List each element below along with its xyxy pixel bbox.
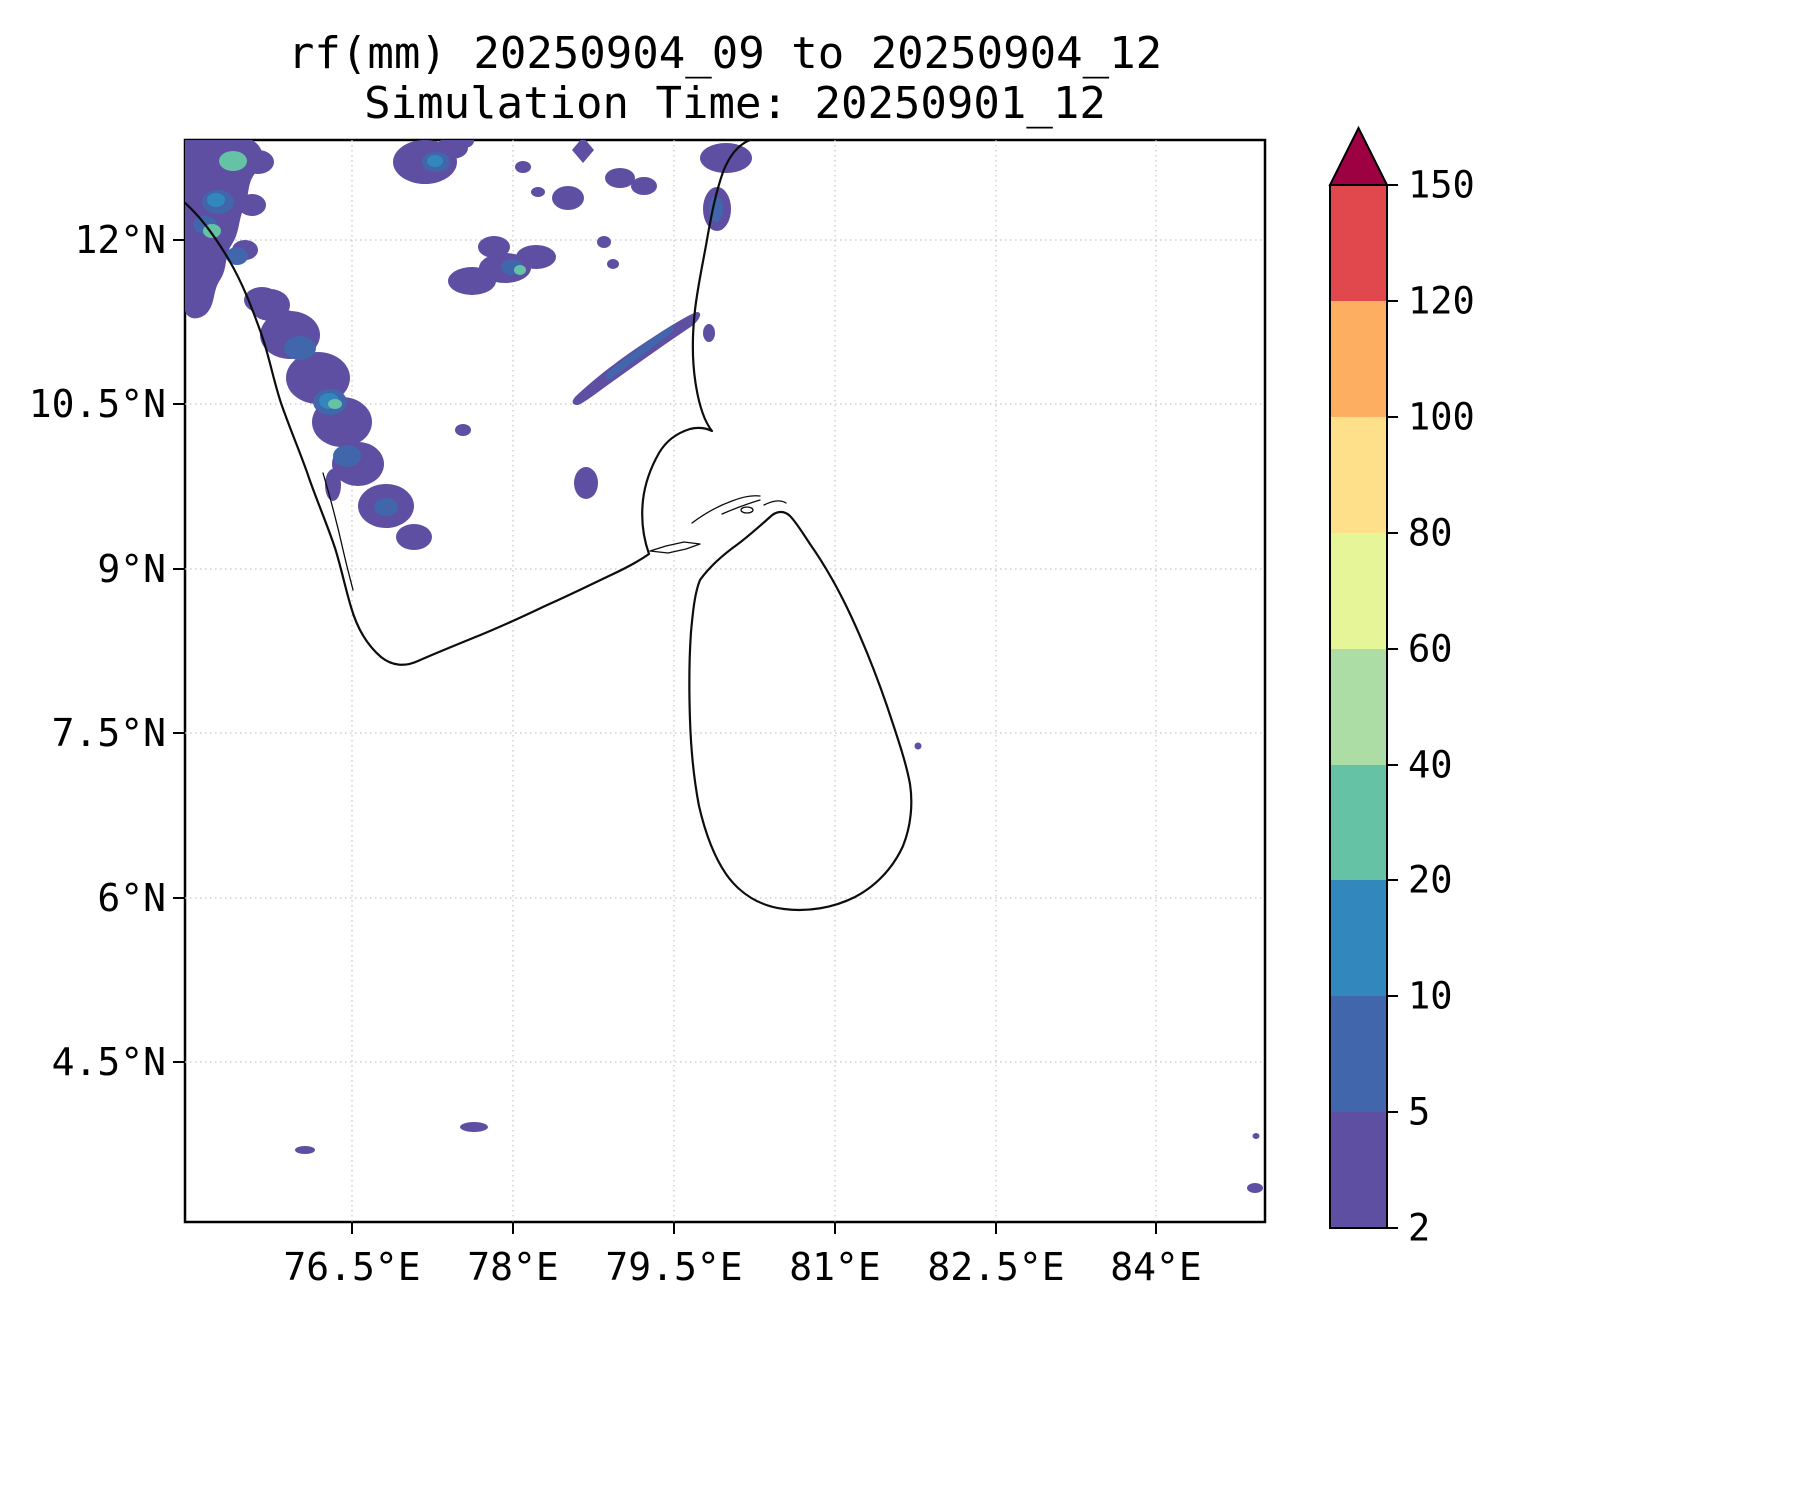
colorbar-tick-labels: 150 120 100 80 60 40 20 10 5 2 [1408, 164, 1475, 1250]
jaffna-lagoon-detail [721, 499, 787, 515]
plot-title: rf(mm) 20250904_09 to 20250904_12 [288, 28, 1162, 79]
gridlines [185, 140, 1265, 1222]
cb-seg-80-100 [1330, 417, 1387, 533]
y-axis-labels: 12°N 10.5°N 9°N 7.5°N 6°N 4.5°N [29, 218, 166, 1084]
plot-area [183, 138, 1267, 1224]
x-tick-79-5e: 79.5°E [605, 1245, 742, 1289]
y-tick-9n: 9°N [97, 547, 166, 591]
y-tick-4-5n: 4.5°N [52, 1040, 166, 1084]
cb-seg-60-80 [1330, 533, 1387, 649]
cb-label-40: 40 [1408, 744, 1453, 787]
y-tick-7-5n: 7.5°N [52, 711, 166, 755]
y-tick-12n: 12°N [74, 218, 166, 262]
colorbar-over-arrow [1328, 125, 1389, 186]
jaffna-peninsula-detail [691, 495, 761, 524]
rameswaram-spur [649, 541, 701, 554]
india-coastline [185, 140, 752, 666]
colorbar: 150 120 100 80 60 40 20 10 5 2 [1328, 125, 1475, 1250]
sri-lanka-coastline [688, 510, 913, 912]
rain-level-20-40mm [203, 151, 526, 409]
palk-strait-islet [740, 506, 754, 514]
cb-seg-5-10 [1330, 996, 1387, 1112]
y-tick-10-5n: 10.5°N [29, 382, 166, 426]
cb-seg-10-20 [1330, 880, 1387, 996]
x-tick-82-5e: 82.5°E [927, 1245, 1064, 1289]
colorbar-outline [1329, 184, 1388, 1229]
cb-seg-20-40 [1330, 765, 1387, 880]
cb-seg-120-150 [1330, 185, 1387, 301]
cb-label-5: 5 [1408, 1091, 1430, 1134]
x-tick-84e: 84°E [1110, 1245, 1202, 1289]
coastlines [185, 140, 913, 912]
cb-label-10: 10 [1408, 975, 1453, 1018]
x-tick-78e: 78°E [467, 1245, 559, 1289]
cb-label-2: 2 [1408, 1207, 1430, 1250]
cb-seg-100-120 [1330, 301, 1387, 417]
kerala-backwaters [322, 472, 354, 591]
axis-ticks [173, 239, 1157, 1234]
cb-label-150: 150 [1408, 164, 1475, 207]
cb-label-80: 80 [1408, 512, 1453, 555]
y-tick-6n: 6°N [97, 876, 166, 920]
plot-subtitle: Simulation Time: 20250901_12 [364, 78, 1106, 129]
cb-label-60: 60 [1408, 628, 1453, 671]
cb-seg-2-5 [1330, 1112, 1387, 1228]
x-tick-81e: 81°E [789, 1245, 881, 1289]
colorbar-tick-marks [1387, 184, 1398, 1229]
cb-label-20: 20 [1408, 859, 1453, 902]
x-axis-labels: 76.5°E 78°E 79.5°E 81°E 82.5°E 84°E [283, 1245, 1201, 1289]
cb-label-100: 100 [1408, 396, 1475, 439]
x-tick-76-5e: 76.5°E [283, 1245, 420, 1289]
cb-seg-40-60 [1330, 649, 1387, 765]
cb-label-120: 120 [1408, 280, 1475, 323]
